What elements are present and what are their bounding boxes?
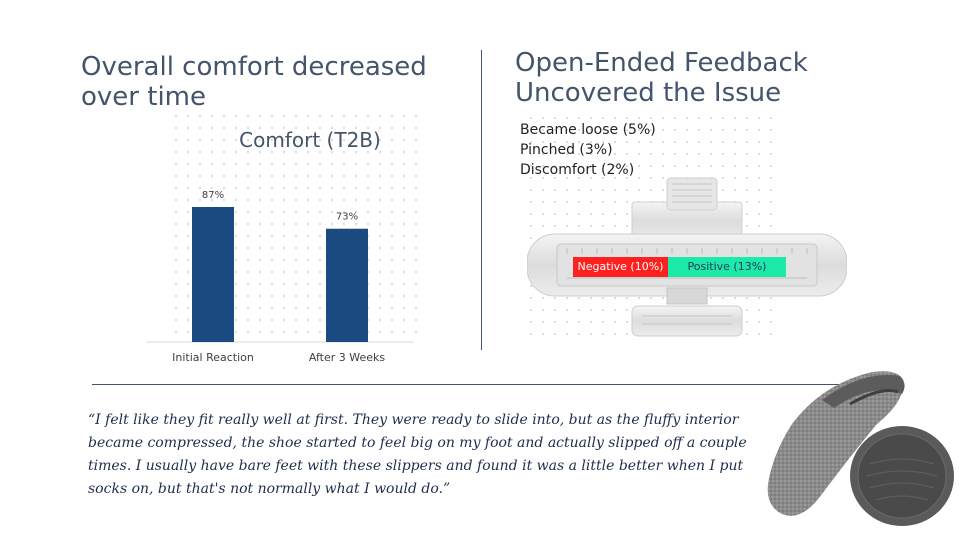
category-label: Initial Reaction bbox=[172, 351, 254, 364]
horizontal-divider bbox=[92, 384, 854, 385]
negative-sentiment-bar: Negative (10%) bbox=[573, 257, 668, 277]
slipper-photo bbox=[767, 371, 954, 526]
bar-after-3-weeks bbox=[326, 228, 368, 342]
bar-value-label: 73% bbox=[336, 212, 358, 223]
mention-discomfort: Discomfort (2%) bbox=[520, 162, 635, 178]
mention-became-loose: Became loose (5%) bbox=[520, 122, 656, 138]
right-slide-title: Open-Ended Feedback Uncovered the Issue bbox=[515, 48, 808, 108]
vertical-divider bbox=[481, 50, 482, 350]
bar-initial-reaction bbox=[192, 207, 234, 342]
bar-value-label: 87% bbox=[202, 190, 224, 201]
mention-pinched: Pinched (3%) bbox=[520, 142, 613, 158]
feedback-mentions-list: Became loose (5%) Pinched (3%) Discomfor… bbox=[520, 120, 656, 180]
category-label: After 3 Weeks bbox=[309, 351, 386, 364]
left-slide-title: Overall comfort decreased over time bbox=[81, 52, 427, 112]
positive-sentiment-bar: Positive (13%) bbox=[668, 257, 786, 277]
bars-layer: 87% Initial Reaction 73% After 3 Weeks bbox=[172, 190, 385, 364]
customer-quote: “I felt like they fit really well at fir… bbox=[88, 412, 747, 497]
chart-title: Comfort (T2B) bbox=[239, 128, 381, 152]
